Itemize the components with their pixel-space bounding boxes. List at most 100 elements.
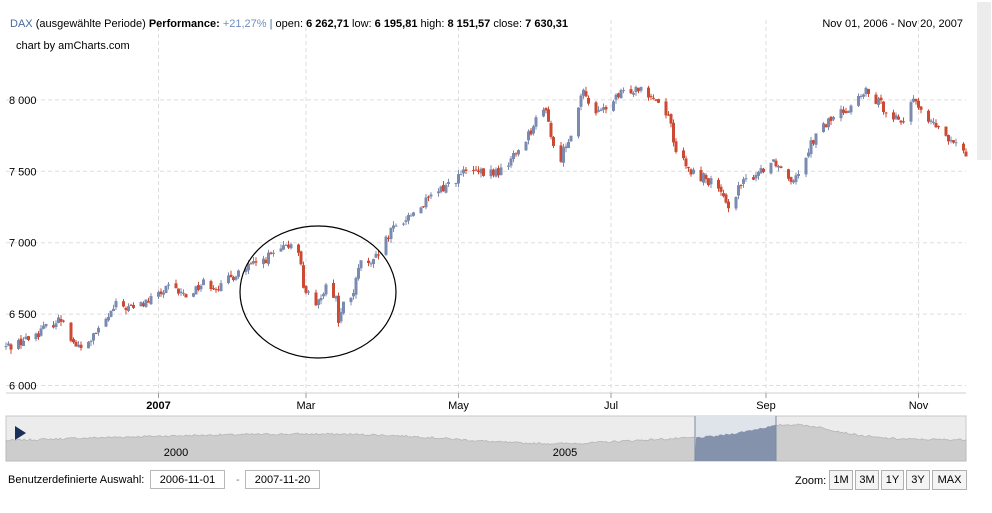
candle-down [69,322,73,341]
zoom-3y-button[interactable]: 3Y [906,470,930,490]
vertical-scrollbar-thumb[interactable] [977,2,991,160]
candle-up [157,292,160,297]
candle-down [377,254,380,256]
custom-range-label: Benutzerdefinierte Auswahl: [8,474,145,486]
candle-up [507,165,510,167]
candle-up [524,141,528,151]
candle-up [272,252,275,254]
candle-up [429,194,433,197]
candle-down [52,325,55,328]
candle-down [482,168,485,176]
start-date-input[interactable] [150,470,225,489]
candle-up [702,173,705,183]
zoom-3m-button[interactable]: 3M [855,470,879,490]
candle-up [622,90,625,92]
candle-down [787,169,790,179]
candle-up [602,107,605,110]
performance-value: +21,27% [222,18,267,30]
candle-up [149,296,153,305]
candle-up [792,180,795,183]
candle-up [182,292,185,294]
candle-down [647,87,650,98]
candle-up [809,140,813,155]
candle-down [297,244,300,253]
candle-down [217,289,220,291]
end-date-input[interactable] [245,470,320,489]
zoom-max-button[interactable]: MAX [932,470,967,490]
candle-up [319,297,323,301]
y-tick-label: 7 500 [9,166,37,178]
candle-up [849,105,853,113]
candle-up [354,277,358,295]
candle-down [617,93,620,98]
candle-down [654,99,658,101]
candle-up [494,169,498,177]
candle-up [324,284,328,295]
candle-down [652,97,655,99]
candle-up [954,142,958,144]
candle-down [892,112,895,120]
navigator-year-label: 2005 [553,447,577,459]
candle-up [357,267,360,279]
candle-down [552,137,555,146]
candle-up [97,327,100,333]
candle-up [527,131,530,141]
candle-down [212,288,215,290]
candle-down [897,116,900,120]
close-value: 7 630,31 [525,18,568,30]
candle-down [547,109,550,122]
candle-up [349,297,353,303]
candle-down [492,169,495,176]
candle-up [162,292,165,295]
zoom-1m-button[interactable]: 1M [829,470,853,490]
low-value: 6 195,81 [374,18,418,30]
candle-down [899,120,903,123]
zoom-label: Zoom: [795,475,827,487]
candle-down [664,101,668,116]
candle-up [24,336,28,340]
y-axis: 8 000 7 500 7 000 6 500 6 000 [9,95,37,393]
candle-down [474,169,478,171]
candle-down [232,277,235,281]
candle-up [127,306,130,311]
play-icon[interactable] [15,426,26,440]
candle-down [669,114,673,124]
candle-up [614,94,618,100]
candle-down [779,166,783,168]
candle-up [949,139,953,142]
candle-up [579,95,583,107]
candle-up [374,253,378,258]
candle-up [42,325,45,329]
candle-down [9,344,13,350]
candle-down [844,111,848,114]
candle-up [597,110,600,112]
candle-up [7,343,10,346]
candle-up [509,158,513,166]
chart-credit-link[interactable]: chart by amCharts.com [16,40,130,52]
candle-down [174,283,178,289]
candle-up [77,344,80,347]
y-tick-label: 8 000 [9,95,37,107]
candle-up [632,92,635,95]
candle-up [577,107,580,137]
candle-up [87,341,90,349]
zoom-1y-button[interactable]: 1Y [881,470,904,490]
candle-up [369,263,373,265]
candle-down [657,99,660,103]
candle-down [477,170,480,172]
annotation-circle [239,225,397,359]
candle-up [832,117,835,120]
chart-header: DAX (ausgewählte Periode) Performance: +… [10,18,568,30]
candle-up [317,299,320,306]
candle-up [769,162,773,174]
candle-down [584,91,588,97]
candle-up [144,299,148,307]
candle-up [772,159,775,162]
candle-down [824,124,828,128]
candle-up [322,293,325,297]
candle-down [879,97,883,101]
x-tick-label: Jul [604,400,618,412]
candle-up [489,169,493,177]
candle-down [874,94,878,104]
candle-up [599,109,603,112]
